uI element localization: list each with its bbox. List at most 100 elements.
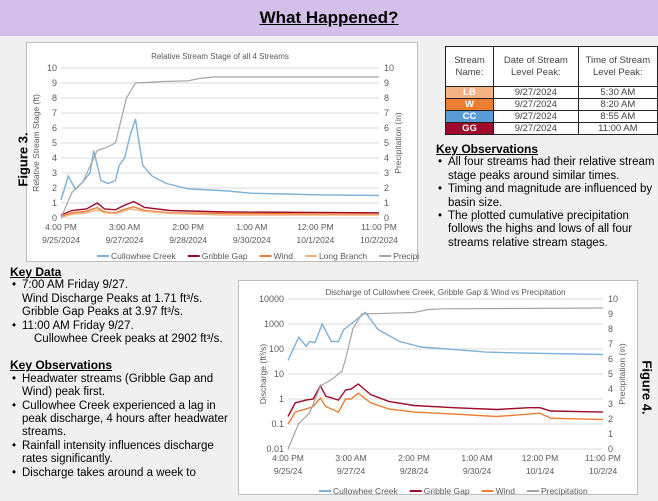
key-data-head: 11:00 AM Friday 9/27. <box>22 319 134 332</box>
chart-title: Discharge of Cullowhee Creek, Gribble Ga… <box>325 288 565 297</box>
y2-tick-label: 2 <box>384 183 389 193</box>
y-tick-label: 1 <box>279 394 284 404</box>
discharge-chart: Discharge of Cullowhee Creek, Gribble Ga… <box>238 280 638 496</box>
section-heading: Key Observations <box>10 358 113 373</box>
peak-date: 9/27/2024 <box>493 110 579 123</box>
y2-tick-label: 5 <box>608 369 613 379</box>
stream-code: W <box>445 98 494 111</box>
peak-date: 9/27/2024 <box>493 98 579 111</box>
series-line-precipitation <box>60 76 379 219</box>
series-line-wind <box>60 206 380 218</box>
y-tick-label: 1000 <box>264 319 284 329</box>
table-row: W 9/27/2024 8:20 AM <box>445 98 658 111</box>
x-tick-label: 9/30/2024 <box>233 235 271 245</box>
x-tick-label: 12:00 PM <box>522 453 558 463</box>
left-text-panel: Key Data 7:00 AM Friday 9/27. Wind Disch… <box>10 266 238 500</box>
key-data-line: Wind Discharge Peaks at 1.71 ft³/s. <box>22 292 203 305</box>
table-row: GG 9/27/2024 11:00 AM <box>445 122 658 135</box>
y-tick-label: 0.1 <box>271 419 284 429</box>
legend-label: Precipitation <box>541 486 588 496</box>
stream-code: LB <box>445 86 494 99</box>
y2-tick-label: 7 <box>384 108 389 118</box>
stream-stage-chart-svg: Relative Stream Stage of all 4 Streams01… <box>31 52 440 261</box>
x-tick-label: 9/30/24 <box>463 466 492 476</box>
series-line-precipitation <box>287 307 604 450</box>
x-tick-label: 3:00 AM <box>335 453 366 463</box>
peak-time: 8:20 AM <box>577 98 658 111</box>
x-tick-label: 11:00 PM <box>585 453 621 463</box>
observation-item: Timing and magnitude are influenced by b… <box>436 183 658 210</box>
page-title: What Happened? <box>259 8 399 27</box>
stream-code: CC <box>445 110 494 123</box>
y-tick-label: 7 <box>52 108 57 118</box>
y-tick-label: 1 <box>52 198 57 208</box>
table-row: CC 9/27/2024 8:55 AM <box>445 110 658 123</box>
header-peak-date: Date of Stream Level Peak: <box>493 46 579 87</box>
y2-tick-label: 10 <box>608 294 618 304</box>
y2-tick-label: 3 <box>384 168 389 178</box>
y2-tick-label: 2 <box>608 414 613 424</box>
y2-tick-label: 0 <box>384 213 389 223</box>
header-stream-name: Stream Name: <box>445 46 494 87</box>
legend-label: Wind <box>496 486 516 496</box>
observation-item: Discharge takes around a week to <box>10 467 238 481</box>
x-tick-label: 9/25/2024 <box>42 235 80 245</box>
peak-time-table: Stream Name: Date of Stream Level Peak: … <box>445 46 658 135</box>
x-tick-label: 10/2/24 <box>589 466 618 476</box>
y-tick-label: 8 <box>52 93 57 103</box>
header-banner: What Happened? <box>0 0 658 36</box>
x-tick-label: 1:00 AM <box>461 453 492 463</box>
legend-label: Precipitation <box>393 251 419 261</box>
y2-tick-label: 4 <box>384 153 389 163</box>
series-line-wind <box>287 392 604 425</box>
y2-tick-label: 8 <box>384 93 389 103</box>
y2-tick-label: 7 <box>608 339 613 349</box>
stream-stage-chart: Relative Stream Stage of all 4 Streams 0 1… <box>26 42 440 262</box>
y2-tick-label: 1 <box>608 429 613 439</box>
x-tick-label: 3:00 AM <box>109 222 140 232</box>
y2-tick-label: 9 <box>608 309 613 319</box>
y2-tick-label: 4 <box>608 384 613 394</box>
legend-label: Wind <box>274 251 294 261</box>
peak-date: 9/27/2024 <box>493 86 579 99</box>
legend-label: Cullowhee Creek <box>111 251 176 261</box>
series-line-cullowhee-creek <box>287 311 604 361</box>
y-axis-label: Relative Stream Stage (ft) <box>31 94 41 192</box>
key-data-item: 11:00 AM Friday 9/27. Cullowhee Creek pe… <box>10 320 238 347</box>
series-line-cullowhee-creek <box>60 118 380 201</box>
y-tick-label: 9 <box>52 78 57 88</box>
y-tick-label: 10000 <box>259 294 284 304</box>
y2-tick-label: 9 <box>384 78 389 88</box>
y2-tick-label: 0 <box>608 444 613 454</box>
x-tick-label: 2:00 PM <box>398 453 430 463</box>
y-tick-label: 2 <box>52 183 57 193</box>
x-tick-label: 10/1/2024 <box>296 235 334 245</box>
observation-item: Rainfall intensity influences discharge … <box>10 440 238 467</box>
x-tick-label: 9/28/24 <box>400 466 429 476</box>
peak-time: 5:30 AM <box>577 86 658 99</box>
key-data-line: Cullowhee Creek peaks at 2902 ft³/s. <box>34 333 223 346</box>
y-tick-label: 0 <box>52 213 57 223</box>
x-tick-label: 9/25/24 <box>274 466 303 476</box>
table-header-row: Stream Name: Date of Stream Level Peak: … <box>445 46 658 87</box>
section-heading: Key Data <box>10 266 62 279</box>
legend-label: Gribble Gap <box>202 251 248 261</box>
key-data-line: Gribble Gap Peaks at 3.97 ft³/s. <box>22 306 184 319</box>
series-line-gribble-gap <box>287 383 604 417</box>
table-row: LB 9/27/2024 5:30 AM <box>445 86 658 99</box>
discharge-chart-svg: Discharge of Cullowhee Creek, Gribble Ga… <box>258 288 627 496</box>
peak-date: 9/27/2024 <box>493 122 579 135</box>
y2-tick-label: 8 <box>608 324 613 334</box>
x-tick-label: 10/1/24 <box>526 466 555 476</box>
x-tick-label: 1:00 AM <box>236 222 267 232</box>
y-tick-label: 5 <box>52 138 57 148</box>
series-line-long-branch <box>60 208 379 218</box>
x-tick-label: 12:00 PM <box>297 222 333 232</box>
y2-tick-label: 6 <box>608 354 613 364</box>
series-line-gribble-gap <box>60 200 380 216</box>
y-tick-label: 4 <box>52 153 57 163</box>
section-heading: Key Observations <box>436 142 539 156</box>
y2-tick-label: 5 <box>384 138 389 148</box>
peak-time: 8:55 AM <box>577 110 658 123</box>
x-tick-label: 4:00 PM <box>45 222 77 232</box>
